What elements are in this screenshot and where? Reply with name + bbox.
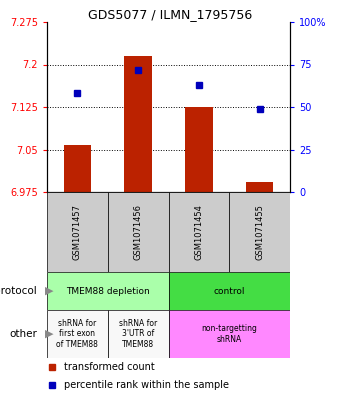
Bar — [108, 310, 169, 358]
Text: protocol: protocol — [0, 286, 37, 296]
Text: GSM1071455: GSM1071455 — [255, 204, 264, 260]
Text: ▶: ▶ — [45, 286, 54, 296]
Bar — [124, 56, 152, 192]
Bar — [47, 310, 108, 358]
Text: GDS5077 / ILMN_1795756: GDS5077 / ILMN_1795756 — [88, 8, 252, 21]
Bar — [169, 272, 290, 310]
Bar — [64, 145, 91, 192]
Text: percentile rank within the sample: percentile rank within the sample — [64, 380, 229, 390]
Text: other: other — [9, 329, 37, 339]
Text: ▶: ▶ — [45, 329, 54, 339]
Text: TMEM88 depletion: TMEM88 depletion — [66, 286, 150, 296]
Bar — [108, 192, 169, 272]
Bar — [246, 182, 273, 192]
Text: GSM1071457: GSM1071457 — [73, 204, 82, 260]
Bar — [185, 107, 212, 192]
Bar — [169, 192, 229, 272]
Text: non-targetting
shRNA: non-targetting shRNA — [201, 324, 257, 344]
Text: transformed count: transformed count — [64, 362, 155, 372]
Bar — [169, 310, 290, 358]
Bar — [47, 272, 169, 310]
Text: GSM1071454: GSM1071454 — [194, 204, 203, 260]
Text: shRNA for
3'UTR of
TMEM88: shRNA for 3'UTR of TMEM88 — [119, 319, 157, 349]
Bar — [229, 192, 290, 272]
Text: control: control — [214, 286, 245, 296]
Bar — [47, 192, 108, 272]
Text: shRNA for
first exon
of TMEM88: shRNA for first exon of TMEM88 — [56, 319, 98, 349]
Text: GSM1071456: GSM1071456 — [134, 204, 142, 260]
